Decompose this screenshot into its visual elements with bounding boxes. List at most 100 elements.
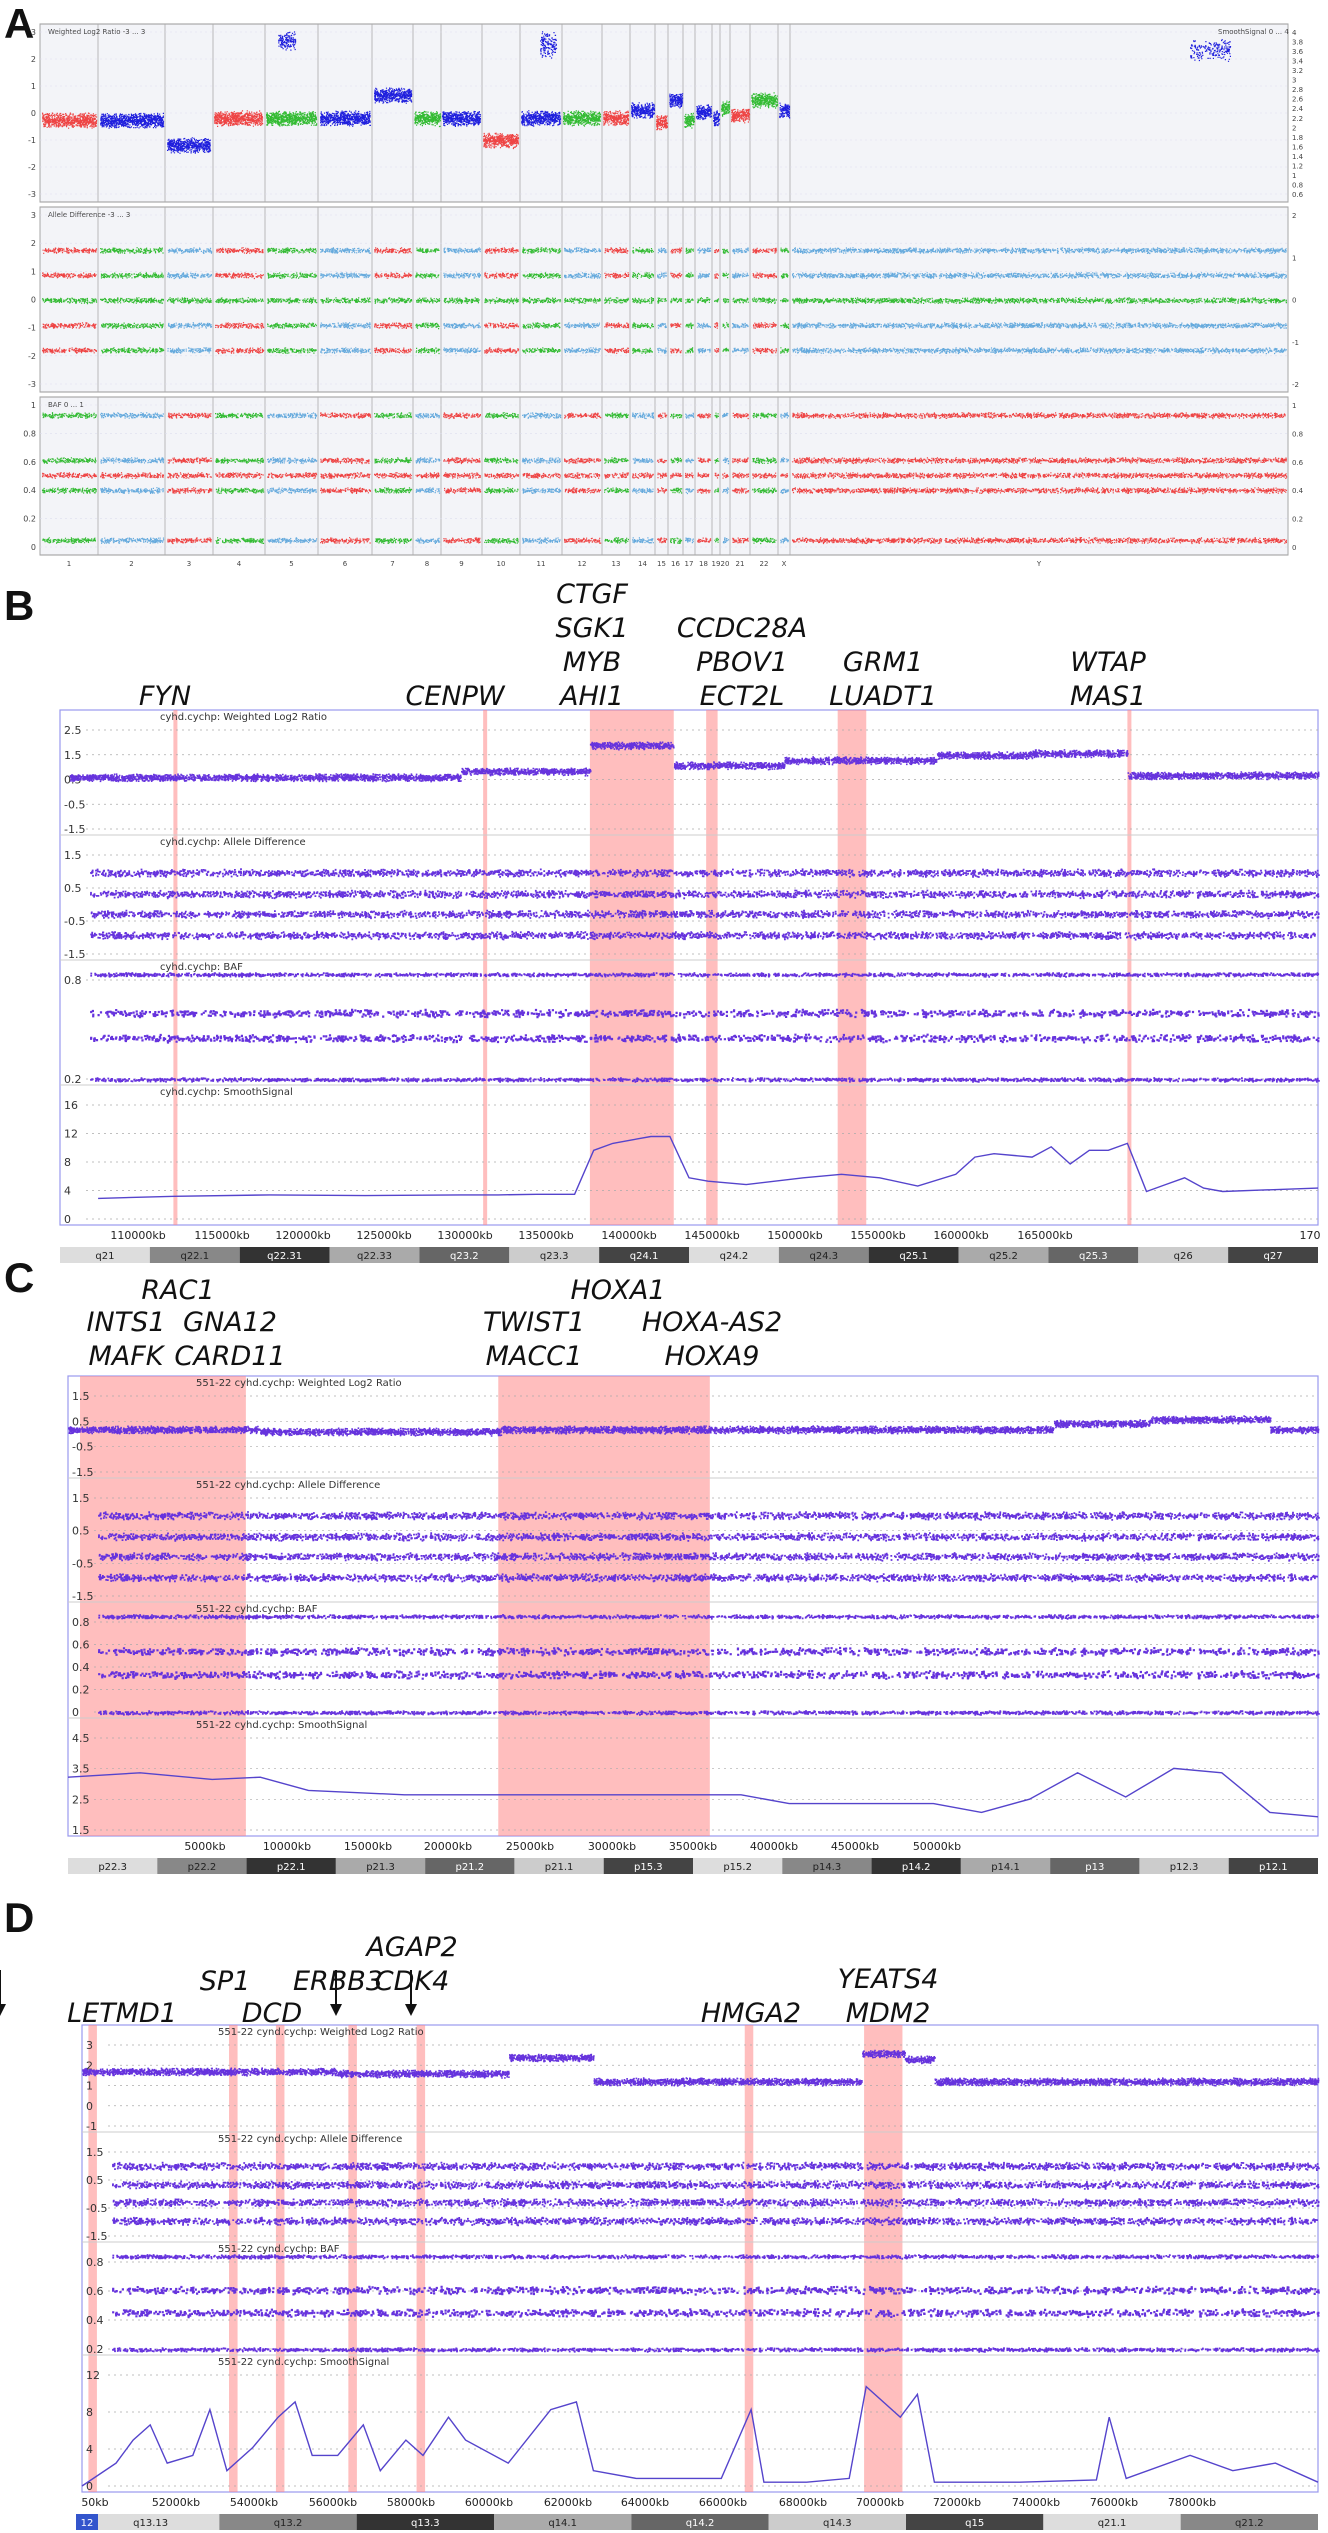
log2-point xyxy=(250,773,462,783)
ytick-label: -3 xyxy=(28,380,36,389)
allele-diff-point xyxy=(443,247,481,254)
ytick-label: -1.5 xyxy=(64,948,85,961)
cytoband xyxy=(68,1858,158,1874)
baf-point xyxy=(267,487,317,494)
allele-diff-point xyxy=(780,322,790,329)
right-tick-label: 2.6 xyxy=(1292,96,1304,104)
allele-diff-point xyxy=(722,322,730,329)
right-tick-label: 3.6 xyxy=(1292,48,1304,56)
allele-diff-point xyxy=(697,348,711,354)
baf-point xyxy=(522,487,562,494)
cytoband-label: q14.3 xyxy=(823,2518,852,2529)
allele-diff-point xyxy=(98,1552,1320,1562)
baf-point xyxy=(732,472,750,479)
baf-point xyxy=(670,487,683,494)
log2-point xyxy=(521,110,562,127)
chromosome-label: 21 xyxy=(736,560,745,568)
allele-diff-point xyxy=(98,1532,1320,1542)
allele-diff-point xyxy=(657,297,667,304)
log2-point xyxy=(721,100,731,117)
log2-point xyxy=(461,767,592,777)
highlight-region xyxy=(589,710,674,1225)
allele-diff-point xyxy=(415,272,440,279)
allele-diff-point xyxy=(670,272,683,279)
chromosome-label: 17 xyxy=(685,560,694,568)
cytoband xyxy=(631,2514,769,2530)
gene-label: HOXA1 xyxy=(571,1275,666,1306)
cytoband-label: q21.2 xyxy=(1235,2518,1264,2529)
ytick-label: 0.8 xyxy=(64,974,82,987)
cytoband xyxy=(157,1858,247,1874)
gene-label: DCD xyxy=(242,1998,302,2029)
x-tick-label: 15000kb xyxy=(344,1840,392,1853)
cytoband xyxy=(82,2514,220,2530)
cytoband xyxy=(1050,1858,1140,1874)
x-tick-label: 76000kb xyxy=(1090,2496,1138,2509)
x-tick-label: 115000kb xyxy=(194,1229,249,1242)
allele-diff-point xyxy=(443,272,481,279)
x-tick-label: 45000kb xyxy=(831,1840,879,1853)
baf-point xyxy=(780,412,790,419)
highlight-region xyxy=(348,2025,357,2492)
right-tick-label: 2.8 xyxy=(1292,86,1303,94)
right-tick-label: 0.6 xyxy=(1292,459,1304,467)
baf-point xyxy=(732,412,749,420)
cytoband xyxy=(868,1247,959,1263)
chromosome-label: 13 xyxy=(612,560,621,568)
allele-diff-point xyxy=(484,272,519,279)
baf-point xyxy=(632,472,654,479)
x-tick-label: 120000kb xyxy=(275,1229,330,1242)
allele-diff-point xyxy=(792,272,1287,280)
allele-diff-point xyxy=(792,297,1287,305)
log2-point xyxy=(731,108,751,124)
baf-point xyxy=(780,537,789,544)
baf-point xyxy=(42,487,97,494)
allele-diff-point xyxy=(167,347,212,354)
allele-diff-point xyxy=(732,322,749,329)
cytoband xyxy=(219,2514,357,2530)
cytoband-label: p14.2 xyxy=(902,1862,931,1873)
ytick-label: -3 xyxy=(28,190,36,199)
baf-point xyxy=(98,1614,1320,1620)
cytoband-label: p14.1 xyxy=(991,1862,1020,1873)
allele-diff-point xyxy=(722,298,730,304)
baf-point xyxy=(100,537,165,544)
ytick-label: 12 xyxy=(86,2369,100,2382)
baf-point xyxy=(792,472,1288,480)
highlight-region xyxy=(1127,710,1132,1225)
baf-point xyxy=(98,1670,1320,1680)
log2-point xyxy=(214,110,264,127)
baf-point xyxy=(670,472,683,479)
baf-point xyxy=(685,537,694,544)
chromosome-label: Y xyxy=(1036,560,1042,568)
baf-point xyxy=(732,537,749,544)
allele-diff-point xyxy=(792,322,1288,330)
baf-point xyxy=(714,472,720,479)
allele-diff-point xyxy=(90,889,1320,900)
allele-diff-point xyxy=(564,347,601,354)
baf-point xyxy=(670,413,683,419)
ytick-label: 3 xyxy=(31,211,36,220)
baf-point xyxy=(752,457,777,464)
allele-diff-point xyxy=(714,249,720,254)
gene-label: HOXA-AS2 xyxy=(642,1307,782,1338)
baf-point xyxy=(780,457,789,463)
ytick-label: 1 xyxy=(31,82,36,91)
x-tick-label: 135000kb xyxy=(518,1229,573,1242)
cytoband xyxy=(958,1247,1049,1263)
allele-diff-point xyxy=(780,298,789,303)
ytick-label: -2 xyxy=(28,163,36,172)
baf-point xyxy=(415,487,441,494)
allele-diff-point xyxy=(752,297,777,304)
gene-label: MAS1 xyxy=(1070,681,1146,712)
log2-point xyxy=(374,87,413,104)
ytick-label: -1 xyxy=(28,324,36,333)
x-tick-label: 160000kb xyxy=(933,1229,988,1242)
baf-point xyxy=(657,537,668,544)
allele-diff-point xyxy=(522,322,561,329)
cytoband-label: p15.2 xyxy=(723,1862,752,1873)
cytoband xyxy=(425,1858,515,1874)
x-tick-label: 74000kb xyxy=(1012,2496,1060,2509)
ytick-label: 8 xyxy=(86,2406,93,2419)
cytoband xyxy=(693,1858,783,1874)
